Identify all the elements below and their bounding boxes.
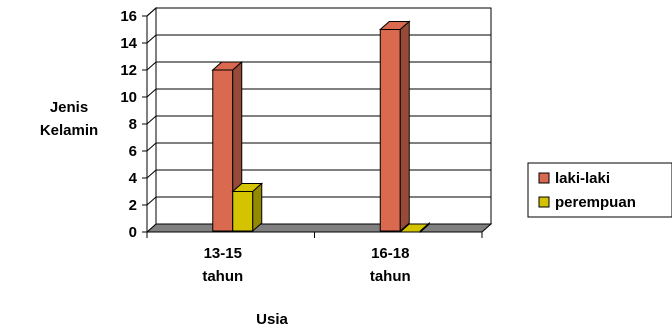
legend-frame bbox=[527, 162, 672, 218]
bars bbox=[211, 20, 431, 234]
x-axis-title: Usia bbox=[256, 311, 288, 327]
y-axis-title-line-2: Kelamin bbox=[40, 122, 98, 139]
gridline bbox=[146, 169, 491, 179]
bar-front bbox=[232, 191, 254, 232]
chart-floor bbox=[145, 223, 493, 233]
category-label: tahun bbox=[202, 268, 243, 285]
floor-plane bbox=[145, 223, 493, 233]
y-axis-title-line-1: Jenis bbox=[50, 99, 88, 116]
gridline bbox=[146, 115, 491, 125]
bar-front bbox=[379, 29, 401, 232]
bar-perempuan-13-15 bbox=[231, 182, 264, 233]
y-tick-label: 2 bbox=[129, 197, 137, 214]
y-tick-label: 10 bbox=[120, 89, 137, 106]
chart-walls bbox=[146, 6, 492, 234]
category-label: tahun bbox=[370, 268, 411, 285]
legend-swatch-laki-laki bbox=[538, 172, 550, 184]
bar-side bbox=[399, 20, 410, 233]
x-axis-ticks bbox=[146, 231, 483, 238]
gridline bbox=[146, 61, 491, 71]
bar-front bbox=[212, 69, 234, 232]
legend-swatch-perempuan bbox=[538, 196, 550, 208]
bar-laki-laki-13-15 bbox=[211, 60, 244, 233]
category-label: 13-15 bbox=[204, 245, 242, 262]
y-tick-label: 4 bbox=[129, 170, 138, 187]
category-labels: 13-15 tahun 16-18 tahun bbox=[202, 245, 410, 285]
y-tick-label: 6 bbox=[129, 143, 137, 160]
legend-label-perempuan: perempuan bbox=[555, 194, 636, 211]
bar-perempuan-16-18 bbox=[398, 221, 431, 234]
bar-side bbox=[252, 182, 263, 233]
y-tick-label: 8 bbox=[129, 116, 137, 133]
gridline bbox=[146, 196, 491, 206]
y-tick-label: 16 bbox=[120, 8, 137, 25]
gridline bbox=[146, 7, 491, 17]
y-tick-label: 0 bbox=[129, 224, 137, 241]
gridline bbox=[146, 88, 491, 98]
gridline bbox=[146, 34, 491, 44]
gridline bbox=[146, 142, 491, 152]
bar-laki-laki-16-18 bbox=[378, 20, 411, 233]
category-label: 16-18 bbox=[371, 245, 409, 262]
legend-label-laki-laki: laki-laki bbox=[555, 170, 610, 187]
y-tick-label: 12 bbox=[120, 62, 137, 79]
bar-side bbox=[419, 221, 430, 234]
legend: laki-laki perempuan bbox=[527, 162, 672, 218]
y-axis-ticks: 0 2 4 6 8 10 12 14 16 bbox=[120, 8, 148, 241]
y-tick-label: 14 bbox=[120, 35, 137, 52]
gridlines bbox=[146, 7, 491, 206]
